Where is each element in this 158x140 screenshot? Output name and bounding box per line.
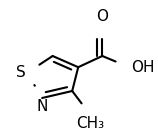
Text: S: S: [16, 65, 26, 80]
Text: O: O: [96, 9, 108, 24]
Text: N: N: [36, 99, 48, 114]
Text: CH₃: CH₃: [76, 116, 104, 131]
Text: OH: OH: [131, 60, 154, 75]
